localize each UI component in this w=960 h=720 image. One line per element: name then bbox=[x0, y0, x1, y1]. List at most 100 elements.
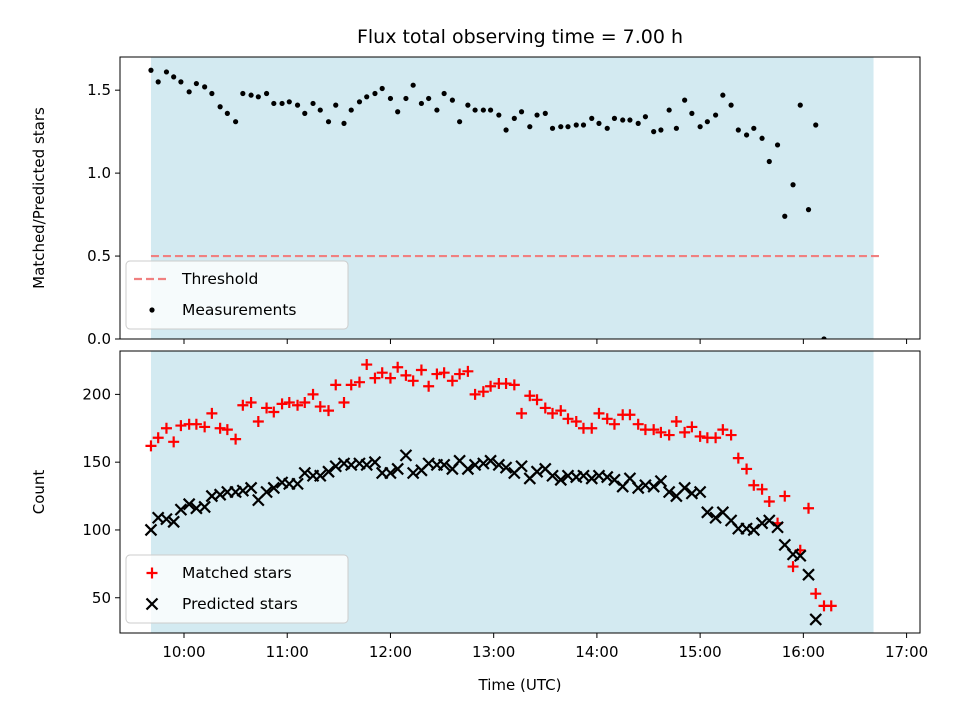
measurement-point bbox=[604, 125, 610, 131]
measurement-point bbox=[651, 129, 657, 135]
matched-star-marker bbox=[539, 402, 551, 414]
predicted-star-marker bbox=[313, 469, 327, 483]
measurement-point bbox=[611, 115, 618, 121]
measurement-point bbox=[325, 119, 332, 125]
y-tick-label: 0.5 bbox=[87, 247, 111, 265]
measurement-point bbox=[155, 79, 161, 85]
matched-star-marker bbox=[648, 424, 660, 436]
x-tick-label: 17:00 bbox=[885, 643, 928, 661]
measurement-point bbox=[527, 124, 533, 130]
matched-star-marker bbox=[323, 405, 335, 417]
predicted-star-marker bbox=[368, 455, 382, 469]
matched-star-marker bbox=[345, 379, 357, 391]
predicted-star-marker bbox=[477, 457, 490, 470]
legend: Matched stars Predicted stars bbox=[125, 554, 349, 624]
matched-star-marker bbox=[547, 407, 559, 419]
predicted-star-marker bbox=[236, 484, 250, 497]
matched-star-marker bbox=[710, 432, 722, 444]
measurement-point bbox=[797, 102, 803, 108]
measurement-point bbox=[271, 100, 277, 107]
measurement-point bbox=[542, 110, 548, 116]
measurement-point bbox=[248, 92, 254, 98]
measurement-point bbox=[805, 207, 812, 213]
matched-star-marker bbox=[145, 440, 157, 452]
measurement-point bbox=[449, 97, 455, 103]
measurement-point bbox=[426, 95, 432, 102]
matched-star-marker bbox=[283, 397, 295, 409]
predicted-star-marker bbox=[662, 485, 676, 499]
predicted-star-marker bbox=[298, 466, 312, 480]
matched-star-marker bbox=[756, 483, 768, 495]
matched-star-marker bbox=[787, 561, 799, 573]
measurement-point bbox=[263, 90, 270, 97]
x-tick-label: 14:00 bbox=[575, 643, 618, 661]
predicted-star-marker bbox=[399, 449, 413, 462]
measurement-point bbox=[735, 127, 741, 133]
matched-star-marker bbox=[624, 409, 636, 421]
measurement-point bbox=[255, 94, 261, 100]
measurement-point bbox=[302, 110, 308, 116]
measurement-point bbox=[759, 135, 765, 141]
matched-star-marker bbox=[508, 379, 520, 391]
matched-star-marker bbox=[663, 429, 675, 441]
measurement-point bbox=[813, 122, 819, 128]
legend-box bbox=[125, 260, 349, 330]
matched-star-marker bbox=[268, 406, 280, 418]
matched-star-marker bbox=[454, 368, 466, 380]
measurement-point bbox=[224, 110, 230, 116]
matched-star-marker bbox=[292, 399, 304, 411]
measurement-point bbox=[658, 127, 664, 133]
measurement-point bbox=[821, 336, 827, 339]
matched-star-marker bbox=[361, 359, 373, 371]
measurement-point bbox=[372, 90, 378, 97]
matched-star-marker bbox=[825, 600, 837, 612]
matched-star-marker bbox=[245, 397, 257, 409]
matched-star-marker bbox=[221, 424, 233, 436]
predicted-star-marker bbox=[167, 515, 180, 529]
measurement-point bbox=[589, 115, 595, 121]
predicted-star-marker bbox=[709, 511, 722, 525]
legend-label: Matched stars bbox=[182, 564, 292, 582]
matched-star-marker bbox=[562, 413, 574, 425]
predicted-star-marker bbox=[360, 458, 373, 472]
measurement-point bbox=[209, 90, 215, 97]
predicted-star-marker bbox=[654, 474, 668, 488]
legend-matched-swatch bbox=[146, 567, 158, 579]
y-tick-label: 200 bbox=[82, 385, 111, 403]
measurement-point bbox=[534, 112, 540, 118]
measurement-point bbox=[193, 80, 199, 87]
matched-star-marker bbox=[741, 463, 753, 475]
predicted-star-marker bbox=[499, 461, 513, 474]
predicted-star-marker bbox=[144, 523, 158, 537]
matched-star-marker bbox=[431, 368, 443, 380]
predicted-star-marker bbox=[802, 568, 815, 581]
measurement-point bbox=[518, 109, 525, 115]
measurement-point bbox=[434, 107, 440, 113]
measurement-point bbox=[186, 89, 192, 95]
measurement-point bbox=[379, 85, 385, 92]
predicted-star-marker bbox=[329, 459, 343, 473]
predicted-star-marker bbox=[554, 473, 568, 487]
measurement-point bbox=[743, 132, 750, 138]
measurement-point bbox=[341, 120, 347, 126]
matched-star-marker bbox=[160, 422, 172, 434]
series-matched-stars bbox=[145, 359, 837, 612]
predicted-star-marker bbox=[546, 469, 559, 483]
measurement-point bbox=[673, 125, 679, 131]
measurement-point bbox=[364, 94, 370, 100]
x-tick-label: 16:00 bbox=[782, 643, 825, 661]
measurement-point bbox=[596, 120, 602, 126]
measurement-point bbox=[782, 213, 788, 219]
matched-star-marker bbox=[261, 402, 273, 414]
matched-star-marker bbox=[230, 433, 242, 445]
measurement-point bbox=[387, 95, 394, 102]
predicted-star-marker bbox=[384, 466, 397, 480]
matched-star-marker bbox=[732, 452, 744, 464]
legend-predicted-swatch bbox=[145, 597, 159, 611]
predicted-star-marker bbox=[406, 466, 420, 480]
matched-star-marker bbox=[810, 588, 822, 600]
matched-star-marker bbox=[725, 429, 737, 441]
measurement-point bbox=[503, 127, 509, 133]
matched-star-marker bbox=[407, 375, 419, 387]
x-tick-label: 12:00 bbox=[369, 643, 412, 661]
